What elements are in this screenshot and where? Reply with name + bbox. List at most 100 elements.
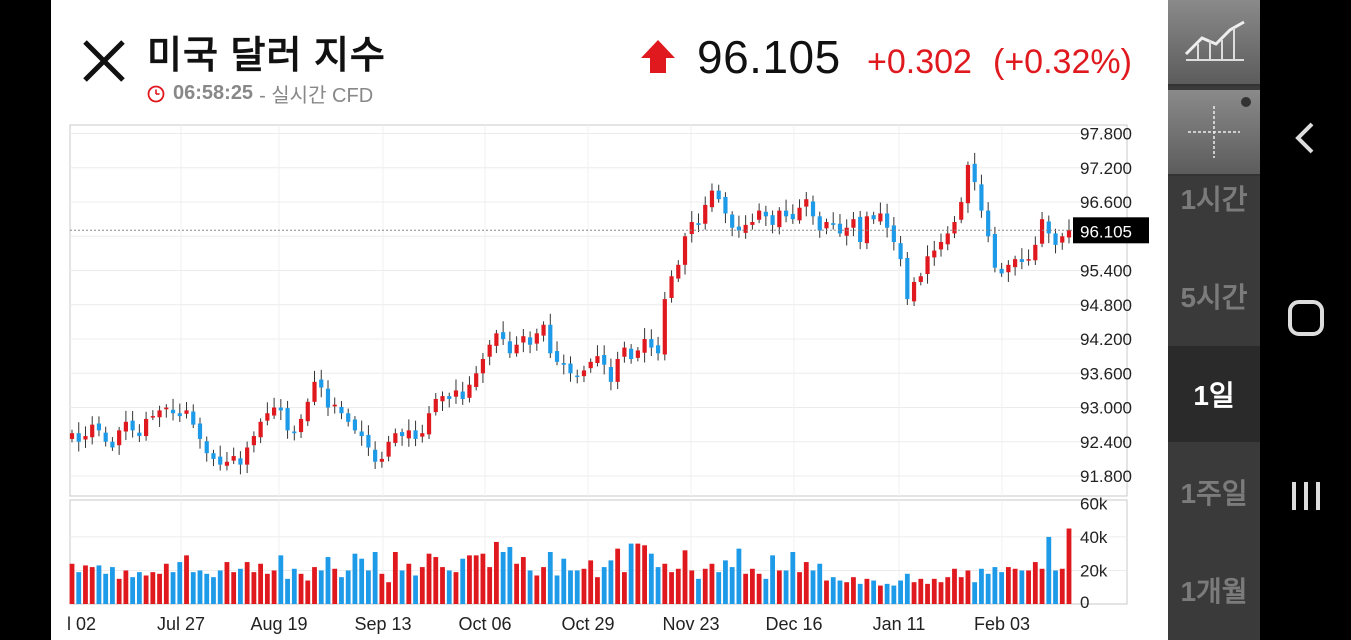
volume-bar [339,577,344,604]
volume-bar [979,568,984,604]
volume-bar [473,555,479,604]
candle-body [137,432,142,437]
volume-bar [891,585,897,604]
volume-bar [514,563,520,604]
volume-bar [783,570,789,604]
volume-bar [857,583,863,604]
recent-apps-icon[interactable] [1282,472,1330,520]
volume-bar [372,552,378,604]
close-icon[interactable] [79,36,129,86]
candle-body [770,215,775,225]
candle-body [352,419,358,431]
volume-bar [204,573,210,604]
candle-body [716,190,721,200]
volume-bar [702,568,708,604]
volume-bar [581,568,587,604]
volume-bar [709,563,715,604]
volume-bar [628,543,634,604]
candle-body [494,333,499,346]
volume-bar [992,567,998,604]
price-chart[interactable]: 97.80097.20096.60096.00095.40094.80094.2… [51,0,1168,640]
candle-body [298,418,304,433]
volume-bar [810,570,816,604]
price-tick-label: 94.800 [1080,296,1132,315]
candle-body [1053,233,1058,245]
timeframe-1d[interactable]: 1일 [1168,346,1260,442]
back-icon[interactable] [1282,114,1330,162]
volume-bar [271,570,277,604]
volume-bar [985,573,991,604]
page-title: 미국 달러 지수 [147,35,386,77]
candle-body [608,367,614,382]
candle-body [453,390,459,397]
price-tick-label: 95.400 [1080,262,1132,281]
candle-body [197,423,203,439]
candle-body [629,348,634,360]
volume-bar [83,565,88,604]
volume-bar [925,583,930,604]
volume-bar [675,568,681,604]
candle-body [655,345,661,354]
timeframe-5h[interactable]: 5시간 [1180,282,1248,313]
home-icon[interactable] [1282,294,1330,342]
volume-bar [574,570,580,604]
candle-body [871,215,876,220]
volume-bar [884,583,890,604]
volume-bar [1032,562,1038,604]
candle-body [635,350,640,358]
candle-body [150,416,155,418]
volume-bar [150,572,156,604]
volume-bar [716,572,722,604]
candle-body [824,222,829,229]
candle-body [548,324,553,354]
candle-body [413,430,418,439]
timeframe-1w[interactable]: 1주일 [1180,478,1248,509]
volume-bar [554,575,560,604]
volume-bar [938,582,944,604]
price-tick-label: 91.800 [1080,467,1132,486]
candle-body [757,210,762,220]
timeframe-1m[interactable]: 1개월 [1180,576,1248,607]
candle-body [231,456,236,461]
candle-body [399,432,405,437]
candle-body [763,211,768,217]
candle-body [474,373,479,387]
timeframe-1h[interactable]: 1시간 [1180,184,1248,215]
candle-body [554,351,560,362]
volume-bar [736,548,742,604]
candle-body [925,256,930,274]
volume-bar [830,577,836,604]
volume-bar [763,578,769,604]
chart-screen: 97.80097.20096.60096.00095.40094.80094.2… [51,0,1168,640]
candle-body [393,433,398,443]
candle-body [117,430,122,446]
crosshair-button[interactable] [1168,90,1260,176]
volume-bar [1019,570,1025,604]
candle-body [69,433,75,439]
candle-body [736,226,742,231]
candle-body [238,458,243,465]
candle-body [433,398,438,413]
volume-bar [871,580,877,604]
candle-body [346,413,351,422]
volume-bar [110,567,115,604]
volume-bar [211,577,216,604]
volume-bar [568,570,573,604]
volume-bar [177,562,183,604]
chart-type-button[interactable] [1168,0,1260,86]
candle-body [682,236,688,265]
volume-bar [318,570,324,604]
crosshair-icon [1188,97,1251,158]
volume-bar [864,578,870,604]
volume-bar [244,562,250,604]
candle-body [689,222,694,235]
volume-bar [965,570,971,604]
candle-body [265,413,270,421]
candle-body [507,341,512,354]
volume-bar [1039,568,1045,604]
volume-bar [163,563,169,604]
candle-body [1006,264,1011,273]
candle-body [521,336,526,343]
volume-bar [918,578,924,604]
volume-bar [89,567,95,604]
